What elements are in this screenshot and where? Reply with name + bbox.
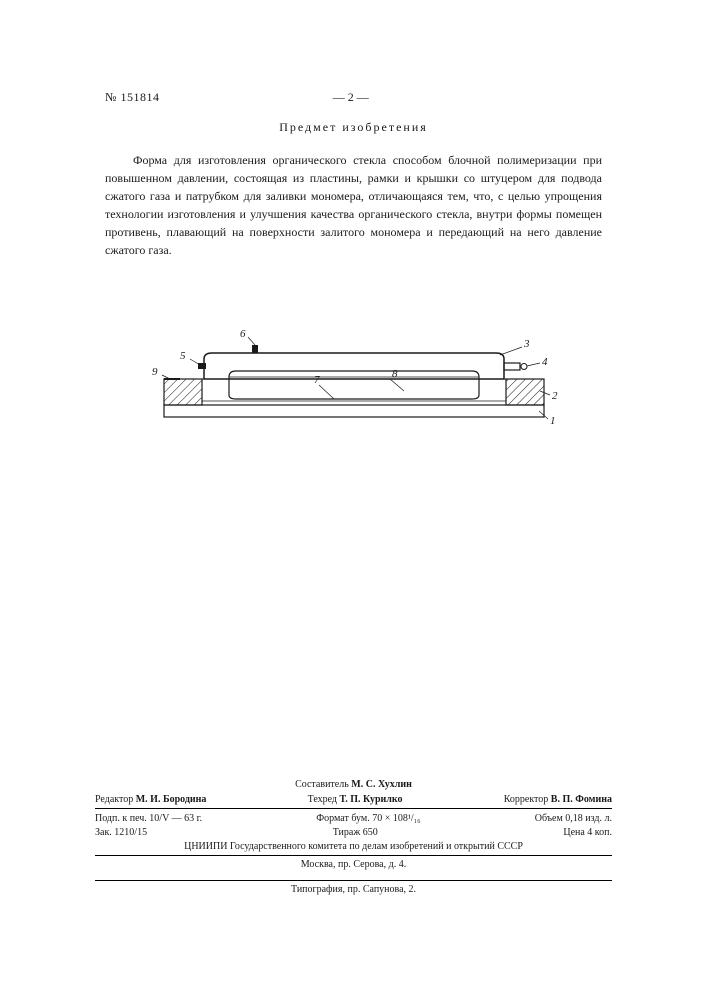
compiler-name: М. С. Хухлин	[351, 779, 412, 790]
fig-label-8: 8	[392, 368, 398, 380]
corrector-label: Корректор	[504, 794, 549, 805]
section-title: Предмет изобретения	[105, 120, 602, 135]
address: Москва, пр. Серова, д. 4.	[95, 859, 612, 870]
fig-label-2: 2	[552, 390, 558, 402]
order-number: Зак. 1210/15	[95, 826, 147, 840]
techred-label: Техред	[308, 794, 337, 805]
body-paragraph: Форма для изготовления органического сте…	[105, 151, 602, 259]
page-number: — 2 —	[333, 90, 369, 105]
fig-label-9: 9	[152, 366, 158, 378]
doc-number: № 151814	[105, 90, 159, 105]
technical-drawing: 1 2 3 4 5 6 7 8 9	[144, 319, 564, 439]
fig-label-6: 6	[240, 328, 246, 340]
corrector-name: В. П. Фомина	[551, 794, 612, 805]
typography: Типография, пр. Сапунова, 2.	[95, 880, 612, 895]
paper-format: Формат бум. 70 × 108¹/₁₆	[316, 812, 420, 826]
fig-label-1: 1	[550, 415, 556, 427]
techred-name: Т. П. Курилко	[340, 794, 403, 805]
volume: Объем 0,18 изд. л.	[535, 812, 612, 826]
imprint-footer: Составитель М. С. Хухлин Редактор М. И. …	[95, 779, 612, 895]
fig-label-5: 5	[180, 350, 186, 362]
editor-label: Редактор	[95, 794, 133, 805]
print-run: Тираж 650	[333, 826, 378, 840]
organization: ЦНИИПИ Государственного комитета по дела…	[95, 841, 612, 856]
compiler-label: Составитель	[295, 779, 349, 790]
fig-label-4: 4	[542, 356, 548, 368]
fig-label-7: 7	[314, 374, 320, 386]
editor-name: М. И. Бородина	[136, 794, 207, 805]
sign-date: Подп. к печ. 10/V — 63 г.	[95, 812, 202, 826]
fig-label-3: 3	[523, 338, 530, 350]
price: Цена 4 коп.	[563, 826, 612, 840]
